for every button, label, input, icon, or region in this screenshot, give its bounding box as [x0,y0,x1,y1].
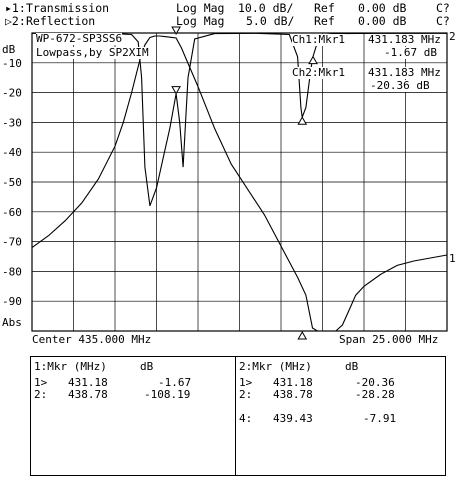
y-unit-bottom: Abs [2,316,22,329]
ch1-name: Transmission [26,1,110,15]
ch2-marker-title: Ch2:Mkr1 [292,66,345,79]
span-freq: Span 25.000 MHz [339,333,439,346]
y-tick-label: -90 [2,295,22,308]
y-tick-label: -60 [2,206,22,219]
ch1-marker-table: 1:Mkr (MHz) dB 1> 431.18 -1.67 2: 438.78… [34,361,232,471]
ch2-scale: 5.0 dB/ [246,14,295,28]
y-tick-label: -40 [2,146,22,159]
ch2-flag: C? [436,14,450,28]
marker-tables: 1:Mkr (MHz) dB 1> 431.18 -1.67 2: 438.78… [30,356,446,476]
ch2-row-1-freq: 431.18 [273,376,313,389]
ch2-marker-val: -20.36 dB [370,79,430,92]
ch2-row-3-id: 4: [239,412,253,425]
ch1-scale: 10.0 dB/ [238,1,294,15]
marker-ch2-4 [308,55,318,65]
ch1-marker-title: Ch1:Mkr1 [292,33,345,46]
ch2-row-3-freq: 439.43 [273,412,313,425]
ch1-row-2-freq: 438.78 [68,388,108,401]
y-tick-label: -70 [2,236,22,249]
ch2-row-3-val: -7.91 [363,412,397,425]
marker-ch1-2 [297,330,308,340]
ch1-marker-freq: 431.183 MHz [368,33,441,46]
ch2-marker-freq: 431.183 MHz [368,66,441,79]
ch1-ref-label: Ref [314,1,335,15]
ch2-name: Reflection [26,14,96,28]
center-freq: Center 435.000 MHz [32,333,152,346]
plot-grid [31,32,448,332]
ch1-row-2-val: -108.19 [144,388,191,401]
trace1-end-label: 1 [449,252,456,265]
ch2-row-2-id: 2: [239,388,253,401]
y-tick-label: -20 [2,87,22,100]
ch2-row-2-freq: 438.78 [273,388,313,401]
ch1-row-1-freq: 431.18 [68,376,108,389]
ch2-prefix: ▷2: [5,14,26,28]
trace2-end-label: 2 [449,30,456,43]
ch1-ref: 0.00 dB [358,1,407,15]
plot-title-line1: WP-672-SP3SS6 [36,32,123,45]
ch1-row-2-id: 2: [34,388,48,401]
ch1-prefix: ▸1: [5,1,26,15]
y-unit-top: dB [2,43,16,56]
ch1-flag: C? [436,1,450,15]
plot-title-line2: Lowpass,by SP2XIM [36,46,149,59]
ch2-ref-label: Ref [314,14,335,28]
trace-transmission [31,35,448,332]
ch1-row-1-id: 1> [34,376,48,389]
marker-ch1-1 [171,26,181,36]
ch2-row-2-val: -28.28 [355,388,395,401]
ch2-ref: 0.00 dB [358,14,407,28]
ch2-format: Log Mag [176,14,225,28]
trace-reflection [32,32,447,206]
y-tick-label: -10 [2,57,22,70]
y-tick-label: -80 [2,265,22,278]
ch2-row-1-val: -20.36 [355,376,395,389]
ch2-marker-table: 2:Mkr (MHz) dB 1> 431.18 -20.36 2: 438.7… [239,361,443,471]
y-tick-label: -30 [2,116,22,129]
marker-ch2-2 [297,116,308,125]
traces [31,32,448,332]
ch1-marker-val: -1.67 dB [384,46,437,59]
y-tick-labels: -10 -20 -30 -40 -50 -60 -70 -80 -90 [2,57,22,308]
ch1-format: Log Mag [176,1,225,15]
ch1-table-header: 1:Mkr (MHz) dB [34,360,154,373]
sweep-plot: -10 -20 -30 -40 -50 -60 -70 -80 -90 dB Abs 1 2 [2,26,456,340]
marker-glyphs [171,26,318,340]
ch2-row-1-id: 1> [239,376,253,389]
ch1-row-1-val: -1.67 [158,376,192,389]
marker-ch2-1 [171,86,181,95]
y-tick-label: -50 [2,176,22,189]
table-divider [235,357,236,475]
ch2-table-header: 2:Mkr (MHz) dB [239,360,359,373]
